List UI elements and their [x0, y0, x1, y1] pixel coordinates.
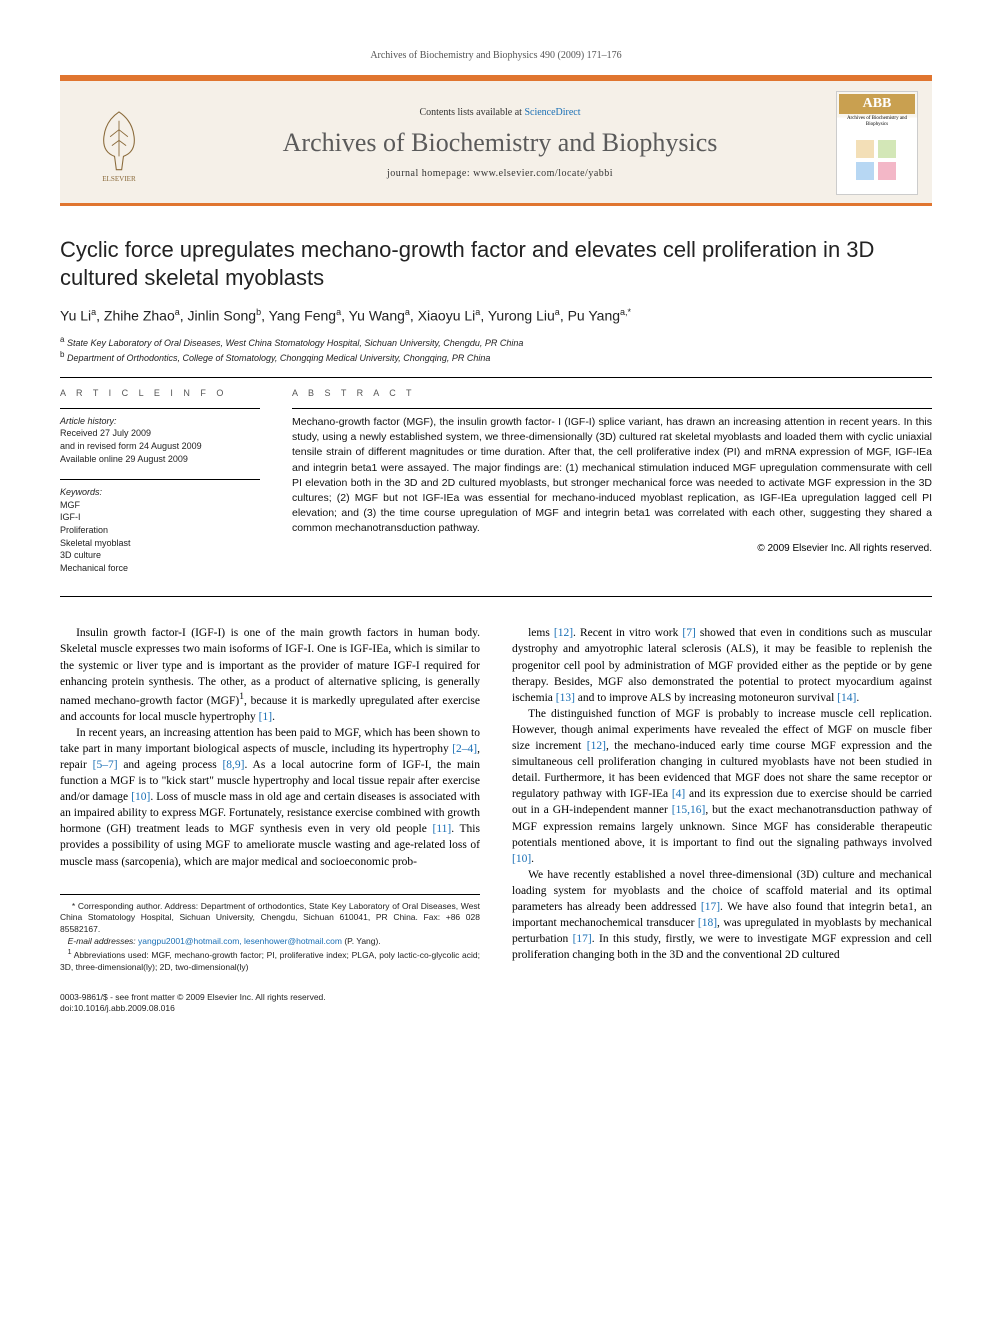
body-paragraph: lems [12]. Recent in vitro work [7] show…: [512, 625, 932, 705]
keywords-block: Keywords: MGFIGF-IProliferationSkeletal …: [60, 486, 260, 574]
affiliation: b Department of Orthodontics, College of…: [60, 349, 932, 365]
keyword: Mechanical force: [60, 562, 260, 575]
body-paragraph: In recent years, an increasing attention…: [60, 725, 480, 870]
contents-available: Contents lists available at ScienceDirec…: [176, 107, 824, 118]
cover-abbreviation: ABB: [839, 94, 915, 114]
body-paragraph: Insulin growth factor-I (IGF-I) is one o…: [60, 625, 480, 724]
history-line: Received 27 July 2009: [60, 427, 260, 440]
divider: [292, 408, 932, 409]
elsevier-tree-icon: ELSEVIER: [84, 103, 154, 183]
body-text: Insulin growth factor-I (IGF-I) is one o…: [60, 625, 932, 974]
keywords-label: Keywords:: [60, 486, 260, 499]
keyword: IGF-I: [60, 511, 260, 524]
abstract-copyright: © 2009 Elsevier Inc. All rights reserved…: [292, 543, 932, 554]
abstract-text: Mechano-growth factor (MGF), the insulin…: [292, 415, 932, 537]
abstract-column: A B S T R A C T Mechano-growth factor (M…: [292, 388, 932, 589]
author-email[interactable]: yangpu2001@hotmail.com, lesenhower@hotma…: [138, 936, 342, 946]
sciencedirect-link[interactable]: ScienceDirect: [524, 107, 580, 118]
journal-name: Archives of Biochemistry and Biophysics: [176, 128, 824, 158]
abbreviations-note: 1 Abbreviations used: MGF, mechano-growt…: [60, 948, 480, 973]
footnotes: * Corresponding author. Address: Departm…: [60, 894, 480, 974]
keyword: 3D culture: [60, 549, 260, 562]
cover-journal-title: Archives of Biochemistry and Biophysics: [839, 114, 915, 129]
abstract-label: A B S T R A C T: [292, 388, 932, 398]
keyword: Skeletal myoblast: [60, 537, 260, 550]
doi-line: doi:10.1016/j.abb.2009.08.016: [60, 1003, 932, 1014]
cover-art-icon: [852, 136, 902, 186]
front-matter-line: 0003-9861/$ - see front matter © 2009 El…: [60, 992, 932, 1003]
history-label: Article history:: [60, 415, 260, 428]
body-left-column: Insulin growth factor-I (IGF-I) is one o…: [60, 625, 480, 974]
journal-cover-thumbnail: ABB Archives of Biochemistry and Biophys…: [836, 91, 918, 195]
corresponding-author-note: * Corresponding author. Address: Departm…: [60, 901, 480, 935]
affiliations: a State Key Laboratory of Oral Diseases,…: [60, 334, 932, 365]
history-line: Available online 29 August 2009: [60, 453, 260, 466]
article-info-label: A R T I C L E I N F O: [60, 388, 260, 398]
history-line: and in revised form 24 August 2009: [60, 440, 260, 453]
publisher-logo: ELSEVIER: [74, 97, 164, 189]
running-header: Archives of Biochemistry and Biophysics …: [60, 50, 932, 61]
article-title: Cyclic force upregulates mechano-growth …: [60, 236, 932, 291]
page-footer: 0003-9861/$ - see front matter © 2009 El…: [60, 992, 932, 1014]
body-paragraph: The distinguished function of MGF is pro…: [512, 706, 932, 867]
svg-text:ELSEVIER: ELSEVIER: [102, 175, 136, 183]
keyword: MGF: [60, 499, 260, 512]
divider: [60, 479, 260, 480]
affiliation: a State Key Laboratory of Oral Diseases,…: [60, 334, 932, 350]
article-info-column: A R T I C L E I N F O Article history: R…: [60, 388, 260, 589]
divider: [60, 408, 260, 409]
divider: [60, 596, 932, 597]
author-list: Yu Lia, Zhihe Zhaoa, Jinlin Songb, Yang …: [60, 307, 932, 324]
body-paragraph: We have recently established a novel thr…: [512, 867, 932, 964]
masthead-rule: [60, 203, 932, 206]
body-right-column: lems [12]. Recent in vitro work [7] show…: [512, 625, 932, 974]
email-line: E-mail addresses: yangpu2001@hotmail.com…: [60, 936, 480, 947]
journal-homepage: journal homepage: www.elsevier.com/locat…: [176, 168, 824, 179]
keyword: Proliferation: [60, 524, 260, 537]
journal-masthead: ELSEVIER Contents lists available at Sci…: [60, 75, 932, 203]
article-history: Article history: Received 27 July 2009an…: [60, 415, 260, 465]
divider: [60, 377, 932, 378]
